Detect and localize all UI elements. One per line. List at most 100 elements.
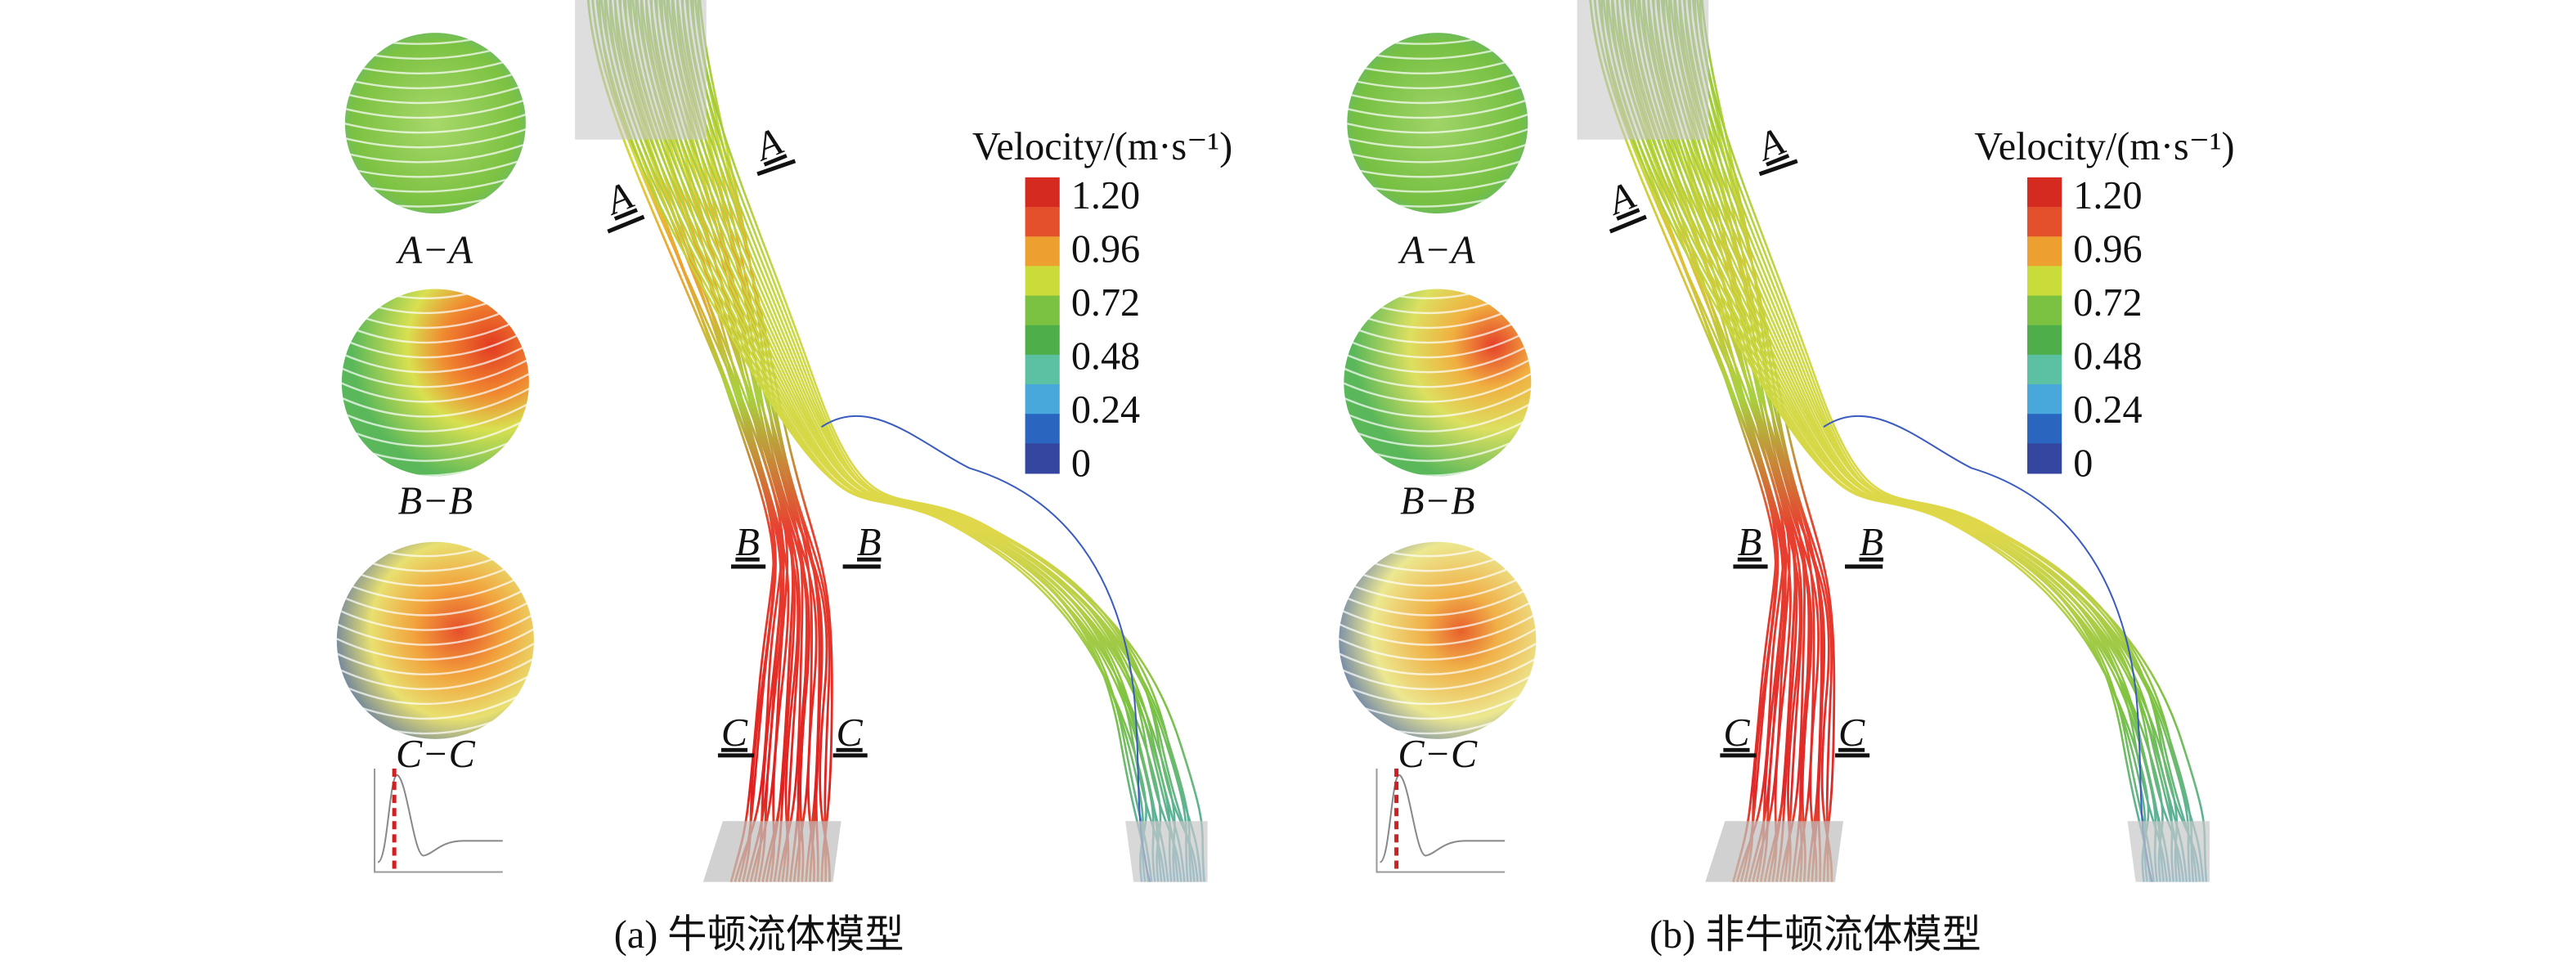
streamline (686, 0, 1199, 882)
streak (1339, 599, 1537, 631)
streak (344, 125, 526, 149)
legend-label: 1.20 (2073, 174, 2142, 217)
legend-label: 0 (2073, 442, 2093, 485)
streak (1344, 355, 1532, 388)
legend-label: 1.20 (1071, 174, 1140, 217)
vessel-outlet (1125, 821, 1208, 882)
section-marker: B (1738, 521, 1761, 564)
streak (337, 8, 534, 29)
section-marker: A (747, 119, 788, 169)
streak (1347, 110, 1528, 134)
streak (1347, 125, 1528, 149)
streak (1339, 583, 1537, 617)
streak (341, 370, 529, 403)
section-marker: C (721, 711, 748, 755)
streak (1344, 415, 1532, 447)
streamline (1700, 0, 1833, 882)
section-marker: C (1723, 711, 1750, 755)
streak (341, 384, 529, 418)
legend-title: Velocity/(m·s⁻¹) (972, 125, 1232, 168)
cross-section (344, 33, 526, 214)
legend-title: Velocity/(m·s⁻¹) (1974, 125, 2234, 168)
streak (1344, 325, 1532, 359)
streamline (692, 0, 1202, 882)
streak (1339, 568, 1537, 602)
section-marker: B (735, 521, 759, 564)
panel: A−A B−B C−C A A B B C C Velocity/(m·s⁻¹) 1.20 0.96 0… (1339, 0, 2235, 957)
legend-swatch (1025, 295, 1060, 326)
streak (1347, 81, 1528, 105)
inset-wave (377, 774, 503, 863)
streamline (820, 415, 1151, 882)
section-line (1758, 159, 1798, 177)
streak (341, 400, 529, 433)
streamline (689, 0, 833, 882)
section-marker: B (857, 521, 881, 564)
streak (1339, 628, 1537, 661)
streak (1344, 400, 1532, 433)
section-label: C−C (1398, 733, 1478, 776)
section-line (756, 159, 797, 177)
streak (344, 96, 526, 119)
streak (341, 325, 529, 359)
section-marker: A (1749, 119, 1790, 169)
streamline (613, 0, 1153, 882)
legend-swatch (2027, 295, 2062, 326)
streak (336, 599, 534, 631)
streamline (1694, 0, 2205, 882)
streamline (666, 0, 1186, 882)
streamline (1689, 0, 2201, 882)
streak (344, 81, 526, 105)
streak (1344, 340, 1532, 374)
legend-swatch (2027, 266, 2062, 297)
section-marker: C (837, 711, 864, 755)
streak (344, 66, 526, 90)
streak (1344, 384, 1532, 418)
legend-swatch (1025, 354, 1060, 385)
streamline (1691, 0, 1836, 882)
section-marker: A (1600, 173, 1641, 223)
section-marker: C (1838, 711, 1865, 755)
section-line (1609, 214, 1647, 234)
streak (341, 340, 529, 374)
vessel-outlet (1705, 821, 1844, 882)
streak (336, 583, 534, 617)
legend-swatch (2027, 383, 2062, 415)
legend-swatch (1025, 414, 1060, 445)
streamline (1667, 0, 2188, 882)
streak (341, 415, 529, 447)
section-marker: A (598, 173, 639, 223)
streak (1339, 672, 1537, 706)
section-label: A−A (396, 228, 473, 271)
streamline (1616, 0, 2156, 882)
streamline (1682, 0, 1820, 882)
streak (1344, 370, 1532, 403)
legend-label: 0.96 (2073, 228, 2142, 271)
cross-section (1347, 33, 1528, 214)
streamline (1598, 0, 1779, 882)
section-marker: B (1859, 521, 1883, 564)
streak (336, 628, 534, 661)
legend-label: 0.72 (2073, 281, 2142, 325)
inset-axes (374, 768, 503, 873)
legend-swatch (2027, 325, 2062, 356)
streamline (640, 0, 1169, 882)
streamline (1699, 0, 2208, 882)
streak (341, 289, 529, 299)
streak (336, 657, 534, 691)
streak (1347, 96, 1528, 119)
streamline (595, 0, 777, 882)
section-line (607, 214, 645, 234)
streak (1339, 613, 1537, 646)
legend-swatch (2027, 443, 2062, 474)
vessel-inlet (575, 0, 707, 140)
caption: (b) 非牛顿流体模型 (1649, 913, 1981, 957)
streak (344, 155, 526, 178)
panel: A−A B−B C−C A A B B C C Velocity/(m·s⁻¹) 1.20 0.96 0… (336, 0, 1232, 957)
streak (1347, 155, 1528, 178)
streamline (698, 0, 831, 882)
streamline (1642, 0, 2172, 882)
streak (1339, 657, 1537, 691)
streamline (1687, 0, 1826, 882)
